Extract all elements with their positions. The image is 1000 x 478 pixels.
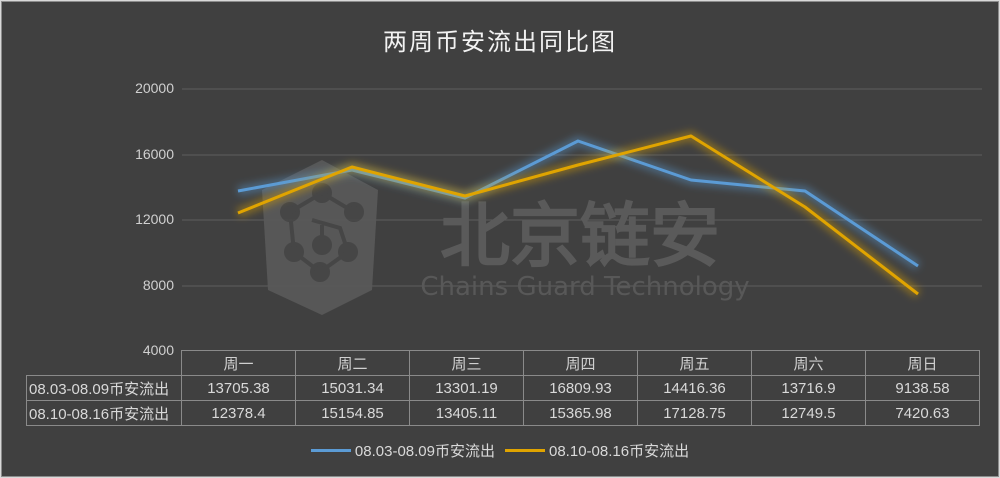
legend-label: 08.10-08.16币安流出	[549, 443, 690, 460]
header-tue: 周二	[295, 350, 410, 376]
cell: 9138.58	[865, 375, 980, 401]
header-sat: 周六	[751, 350, 866, 376]
cell: 13716.9	[751, 375, 866, 401]
watermark-en: Chains Guard Technology	[420, 272, 749, 302]
cell: 15031.34	[295, 375, 410, 401]
legend-swatch-orange-icon	[505, 449, 545, 452]
y-tick-16000: 16000	[135, 146, 174, 162]
legend-label: 08.03-08.09币安流出	[354, 443, 495, 460]
header-wed: 周三	[409, 350, 524, 376]
table-row: 08.10-08.16币安流出 12378.4 15154.85 13405.1…	[26, 400, 980, 426]
cell: 16809.93	[523, 375, 638, 401]
cell: 12749.5	[751, 400, 866, 426]
y-tick-4000: 4000	[142, 342, 174, 358]
watermark-logo-icon	[262, 160, 378, 315]
row-label: 08.10-08.16币安流出	[26, 400, 182, 426]
y-tick-20000: 20000	[135, 80, 174, 96]
cell: 14416.36	[637, 375, 752, 401]
chart-title: 两周币安流出同比图	[383, 28, 617, 56]
legend-item-series-2[interactable]: 08.10-08.16币安流出	[505, 440, 689, 461]
y-tick-12000: 12000	[135, 211, 174, 227]
watermark-cn: 北京链安	[440, 195, 720, 277]
header-mon: 周一	[181, 350, 296, 376]
legend-swatch-blue-icon	[310, 449, 351, 452]
legend-item-series-1[interactable]: 08.03-08.09币安流出	[310, 440, 495, 461]
table-header-row: 周一 周二 周三 周四 周五 周六 周日	[27, 350, 980, 376]
cell: 17128.75	[637, 400, 752, 426]
table-row: 08.03-08.09币安流出 13705.38 15031.34 13301.…	[26, 375, 980, 401]
cell: 7420.63	[865, 400, 980, 426]
y-tick-8000: 8000	[142, 277, 174, 293]
header-sun: 周日	[865, 350, 980, 376]
header-thu: 周四	[523, 350, 638, 376]
cell: 15365.98	[523, 400, 638, 426]
row-label: 08.03-08.09币安流出	[26, 375, 182, 401]
cell: 13405.11	[409, 400, 524, 426]
cell: 13301.19	[409, 375, 524, 401]
series-2-line	[236, 131, 921, 298]
legend: 08.03-08.09币安流出 08.10-08.16币安流出	[0, 440, 1000, 461]
cell: 13705.38	[181, 375, 296, 401]
cell: 15154.85	[295, 400, 410, 426]
header-fri: 周五	[637, 350, 752, 376]
data-table: 周一 周二 周三 周四 周五 周六 周日 08.03-08.09币安流出 137…	[26, 350, 980, 426]
cell: 12378.4	[181, 400, 296, 426]
